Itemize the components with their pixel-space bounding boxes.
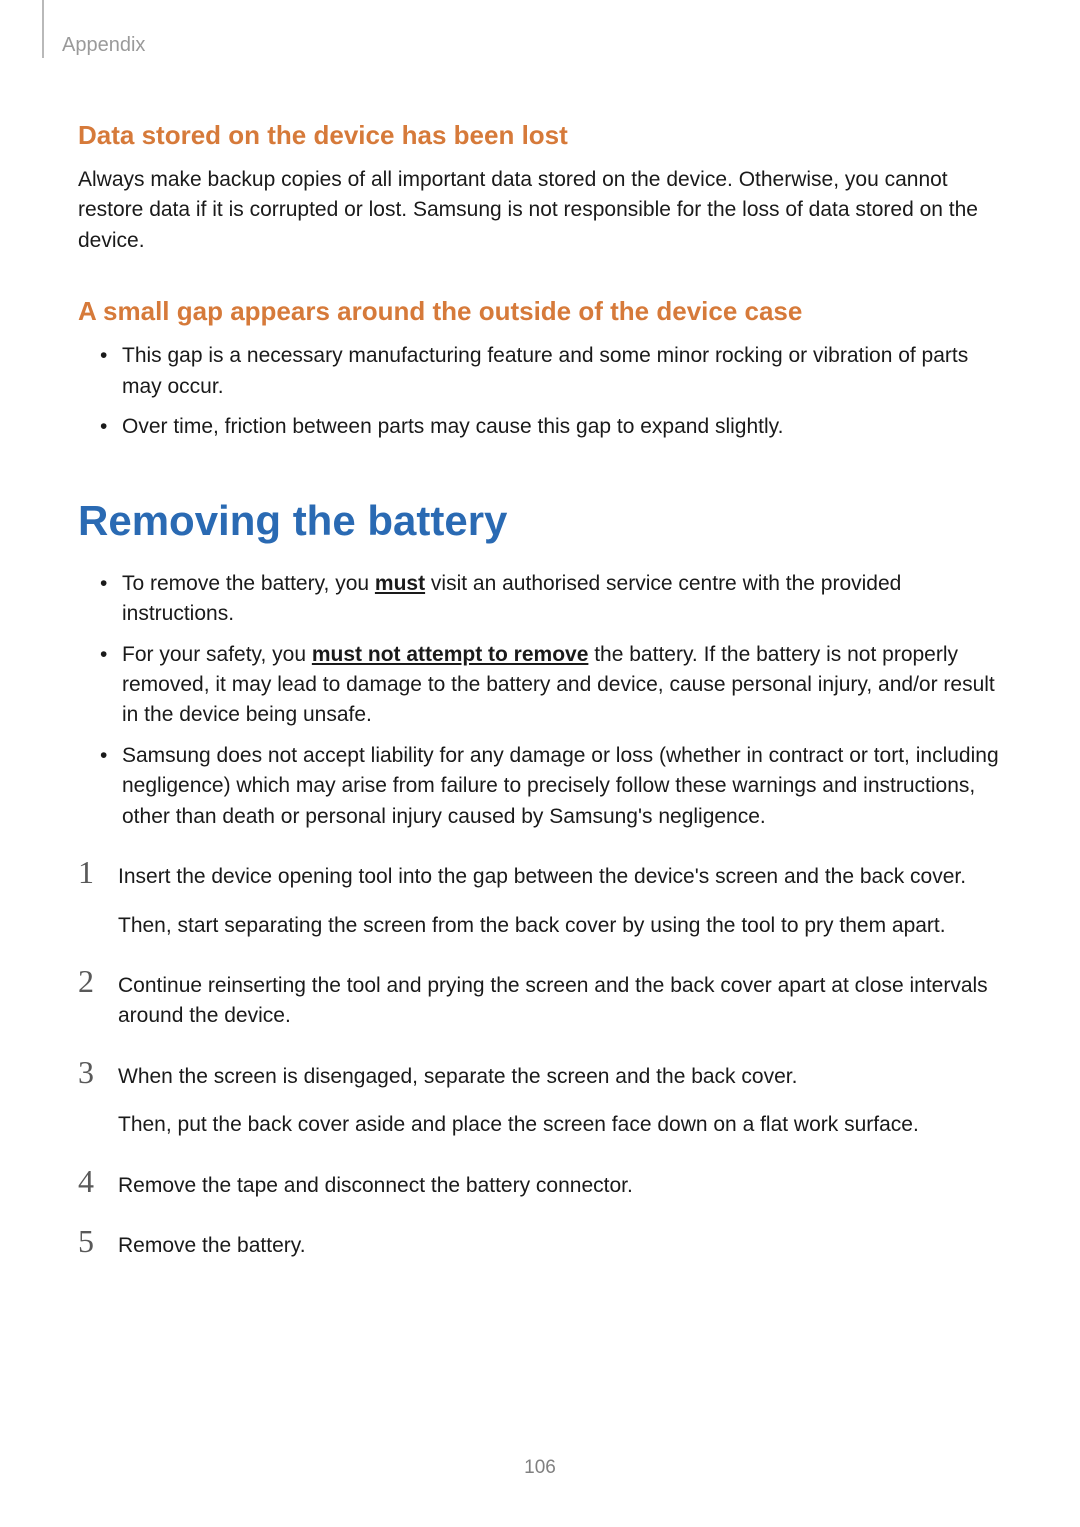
step-text: When the screen is disengaged, separate … bbox=[118, 1062, 1002, 1141]
bullet-list-gap: This gap is a necessary manufacturing fe… bbox=[78, 341, 1002, 442]
bullet-list-battery: To remove the battery, you must visit an… bbox=[78, 569, 1002, 833]
text-fragment: To remove the battery, you bbox=[122, 572, 375, 595]
step-number: 4 bbox=[78, 1163, 94, 1200]
page-content: Appendix Data stored on the device has b… bbox=[0, 0, 1080, 1262]
text-paragraph: Then, put the back cover aside and place… bbox=[118, 1110, 1002, 1140]
numbered-steps: 1 Insert the device opening tool into th… bbox=[78, 862, 1002, 1262]
list-item: Over time, friction between parts may ca… bbox=[100, 412, 1002, 442]
main-heading-battery: Removing the battery bbox=[78, 497, 1002, 545]
list-item: Samsung does not accept liability for an… bbox=[100, 741, 1002, 832]
text-paragraph: When the screen is disengaged, separate … bbox=[118, 1062, 1002, 1092]
step-item: 2 Continue reinserting the tool and pryi… bbox=[78, 971, 1002, 1032]
header-rule bbox=[42, 0, 44, 58]
step-text: Insert the device opening tool into the … bbox=[118, 862, 1002, 941]
text-fragment: For your safety, you bbox=[122, 643, 312, 666]
body-data-lost: Always make backup copies of all importa… bbox=[78, 165, 1002, 256]
page-header: Appendix bbox=[78, 30, 1002, 58]
step-text: Continue reinserting the tool and prying… bbox=[118, 971, 1002, 1032]
step-text: Remove the tape and disconnect the batte… bbox=[118, 1171, 1002, 1201]
list-item: For your safety, you must not attempt to… bbox=[100, 640, 1002, 731]
step-number: 1 bbox=[78, 854, 94, 891]
emphasis-text: must not attempt to remove bbox=[312, 643, 589, 666]
step-item: 3 When the screen is disengaged, separat… bbox=[78, 1062, 1002, 1141]
text-paragraph: Continue reinserting the tool and prying… bbox=[118, 971, 1002, 1032]
emphasis-text: must bbox=[375, 572, 425, 595]
text-paragraph: Remove the battery. bbox=[118, 1231, 1002, 1261]
list-item: To remove the battery, you must visit an… bbox=[100, 569, 1002, 630]
step-item: 4 Remove the tape and disconnect the bat… bbox=[78, 1171, 1002, 1201]
step-text: Remove the battery. bbox=[118, 1231, 1002, 1261]
step-number: 5 bbox=[78, 1223, 94, 1260]
step-item: 5 Remove the battery. bbox=[78, 1231, 1002, 1261]
list-item: This gap is a necessary manufacturing fe… bbox=[100, 341, 1002, 402]
step-item: 1 Insert the device opening tool into th… bbox=[78, 862, 1002, 941]
text-paragraph: Then, start separating the screen from t… bbox=[118, 911, 1002, 941]
page-number: 106 bbox=[0, 1457, 1080, 1479]
text-paragraph: Remove the tape and disconnect the batte… bbox=[118, 1171, 1002, 1201]
step-number: 3 bbox=[78, 1054, 94, 1091]
step-number: 2 bbox=[78, 963, 94, 1000]
text-paragraph: Insert the device opening tool into the … bbox=[118, 862, 1002, 892]
section-label: Appendix bbox=[62, 34, 145, 57]
subheading-gap: A small gap appears around the outside o… bbox=[78, 296, 1002, 327]
subheading-data-lost: Data stored on the device has been lost bbox=[78, 120, 1002, 151]
